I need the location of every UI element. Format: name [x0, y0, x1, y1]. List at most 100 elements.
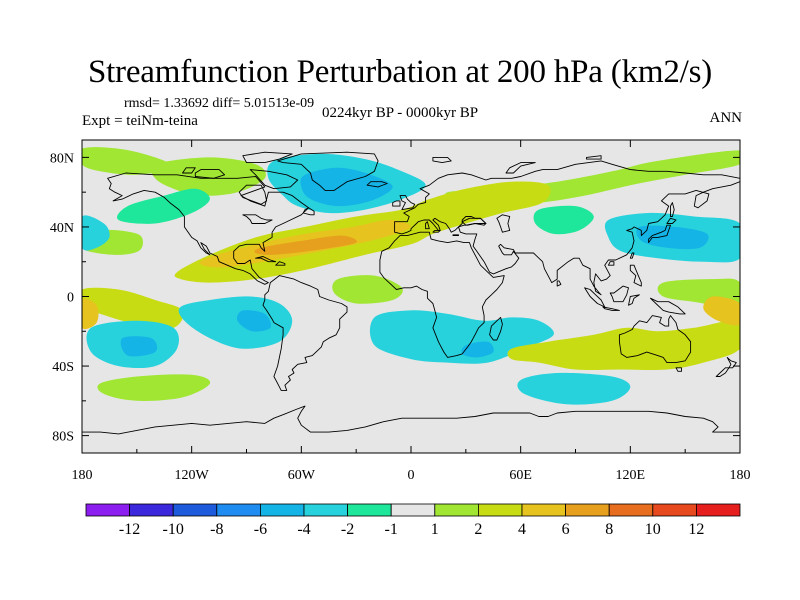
field-central-pacific-positive-w — [703, 296, 740, 326]
coastline-black-sea-inner — [461, 217, 487, 226]
coastline-hokkaido — [666, 217, 677, 224]
field-eastern-pacific-core — [236, 310, 271, 332]
coastline-north-america — [107, 172, 310, 285]
coastlines — [82, 151, 740, 435]
colorbar-box — [172, 503, 218, 517]
field-north-america-trough — [117, 188, 210, 224]
map-axes: 180 120W 60W 0 60E 120E 180 80N 40N 0 40S 80S — [50, 140, 751, 483]
coastline-banks-island — [182, 167, 196, 174]
colorbar-box — [565, 503, 610, 517]
colorbar-label: 10 — [645, 521, 661, 538]
colorbar-label: -1 — [385, 521, 398, 538]
x-tick-label: 180 — [730, 468, 751, 483]
x-tick-label: 60W — [288, 468, 316, 483]
coastline-greenland — [277, 151, 379, 191]
coastline-new-zealand-south — [715, 367, 730, 377]
coastline-south-america — [262, 275, 348, 391]
coastline-new-guinea — [649, 297, 686, 315]
coastline-ireland — [392, 200, 401, 207]
coastline-caspian-sea — [496, 214, 511, 233]
colorbar-label: -6 — [254, 521, 267, 538]
field-nw-pacific-trough — [82, 215, 110, 251]
coastline-corsica-sardinia — [425, 221, 430, 230]
y-tick-label: 80N — [50, 151, 74, 166]
coastline-tasmania — [675, 367, 682, 372]
field-equatorial-atlantic-positive — [332, 275, 403, 304]
coastline-eurasia — [394, 160, 740, 296]
coastline-taiwan — [629, 252, 635, 259]
y-tick-label: 40S — [52, 360, 74, 375]
colorbar-box — [696, 503, 741, 517]
contour-fills — [82, 147, 740, 405]
coastline-antarctica — [82, 405, 740, 435]
coastline-hainan — [607, 261, 615, 266]
colorbar-label: 12 — [688, 521, 704, 538]
colorbar-label: -4 — [297, 521, 310, 538]
coastline-sri-lanka — [556, 280, 562, 287]
colorbar-label: 2 — [474, 521, 482, 538]
coastline-australia — [618, 315, 692, 364]
field-southern-indian-trough — [517, 372, 631, 405]
field-southern-ocean-positive — [97, 374, 211, 401]
colorbar-box — [347, 503, 392, 517]
coastline-madagascar — [489, 316, 503, 341]
colorbar-box — [129, 503, 174, 517]
y-tick-label: 0 — [67, 291, 74, 306]
experiment-label: Expt = teiNm-teina — [82, 113, 198, 129]
colorbar-box — [85, 503, 130, 517]
coastline-hispaniola — [275, 261, 286, 266]
field-north-america-positive — [150, 157, 266, 196]
colorbar-box — [477, 503, 523, 517]
coastline-severnaya-zemlya — [586, 155, 602, 160]
coastline-great-lakes — [242, 214, 273, 224]
colorbar-label: 1 — [431, 521, 439, 538]
field-north-atlantic-core — [300, 167, 393, 207]
map-panel: 180 120W 60W 0 60E 120E 180 80N 40N 0 40S 80S — [50, 139, 751, 483]
chart-title: Streamfunction Perturbation at 200 hPa (… — [87, 54, 713, 90]
field-south-pacific-trough-core — [120, 336, 158, 357]
field-south-pacific-ridge-east — [82, 287, 184, 329]
coastline-novaya-zemlya — [505, 162, 536, 174]
colorbar: -12 -10 -8 -6 -4 -2 -1 1 2 4 6 8 10 12 — [85, 503, 741, 538]
field-subtropical-atlantic-ridge-core — [254, 235, 358, 255]
field-east-asia-core — [636, 225, 709, 250]
colorbar-label: -8 — [210, 521, 223, 538]
colorbar-box — [303, 503, 348, 517]
field-eastern-pacific-trough — [178, 296, 293, 349]
x-tick-label: 120E — [616, 468, 646, 483]
colorbar-label: -2 — [341, 521, 354, 538]
coastline-africa — [379, 231, 505, 358]
coastline-sulawesi — [628, 294, 640, 306]
coastline-newfoundland — [302, 207, 315, 216]
y-tick-label: 80S — [52, 430, 74, 445]
field-central-pacific-positive — [82, 298, 99, 330]
coastline-baffin-island — [249, 169, 299, 190]
rmsd-diff-text: rmsd= 1.33692 diff= 5.01513e-09 — [124, 96, 315, 111]
colorbar-label: 4 — [518, 521, 526, 538]
coastline-philippines — [629, 264, 642, 287]
coastline-ellesmere — [242, 151, 293, 164]
coastline-new-zealand-north — [726, 356, 737, 369]
coastline-java — [602, 306, 620, 311]
y-tick-label: 40N — [50, 221, 74, 236]
colorbar-label: -12 — [119, 521, 140, 538]
colorbar-box — [390, 503, 436, 517]
colorbar-box — [608, 503, 654, 517]
x-tick-label: 180 — [72, 468, 93, 483]
colorbar-box — [434, 503, 479, 517]
colorbar-box — [652, 503, 697, 517]
colorbar-box — [216, 503, 261, 517]
coastline-cuba — [255, 256, 277, 263]
coastline-iceland — [366, 181, 388, 188]
coastline-hudson-bay — [238, 184, 268, 205]
coastline-borneo — [609, 285, 629, 303]
coastline-britain — [399, 195, 416, 211]
period-label: 0224kyr BP - 0000kyr BP — [322, 105, 479, 121]
field-central-asia-trough — [533, 205, 594, 235]
field-south-atlantic-core — [461, 341, 494, 358]
coastline-svalbard — [432, 156, 452, 164]
coastline-crete — [452, 234, 459, 237]
season-label: ANN — [709, 110, 743, 126]
x-tick-label: 60E — [509, 468, 532, 483]
